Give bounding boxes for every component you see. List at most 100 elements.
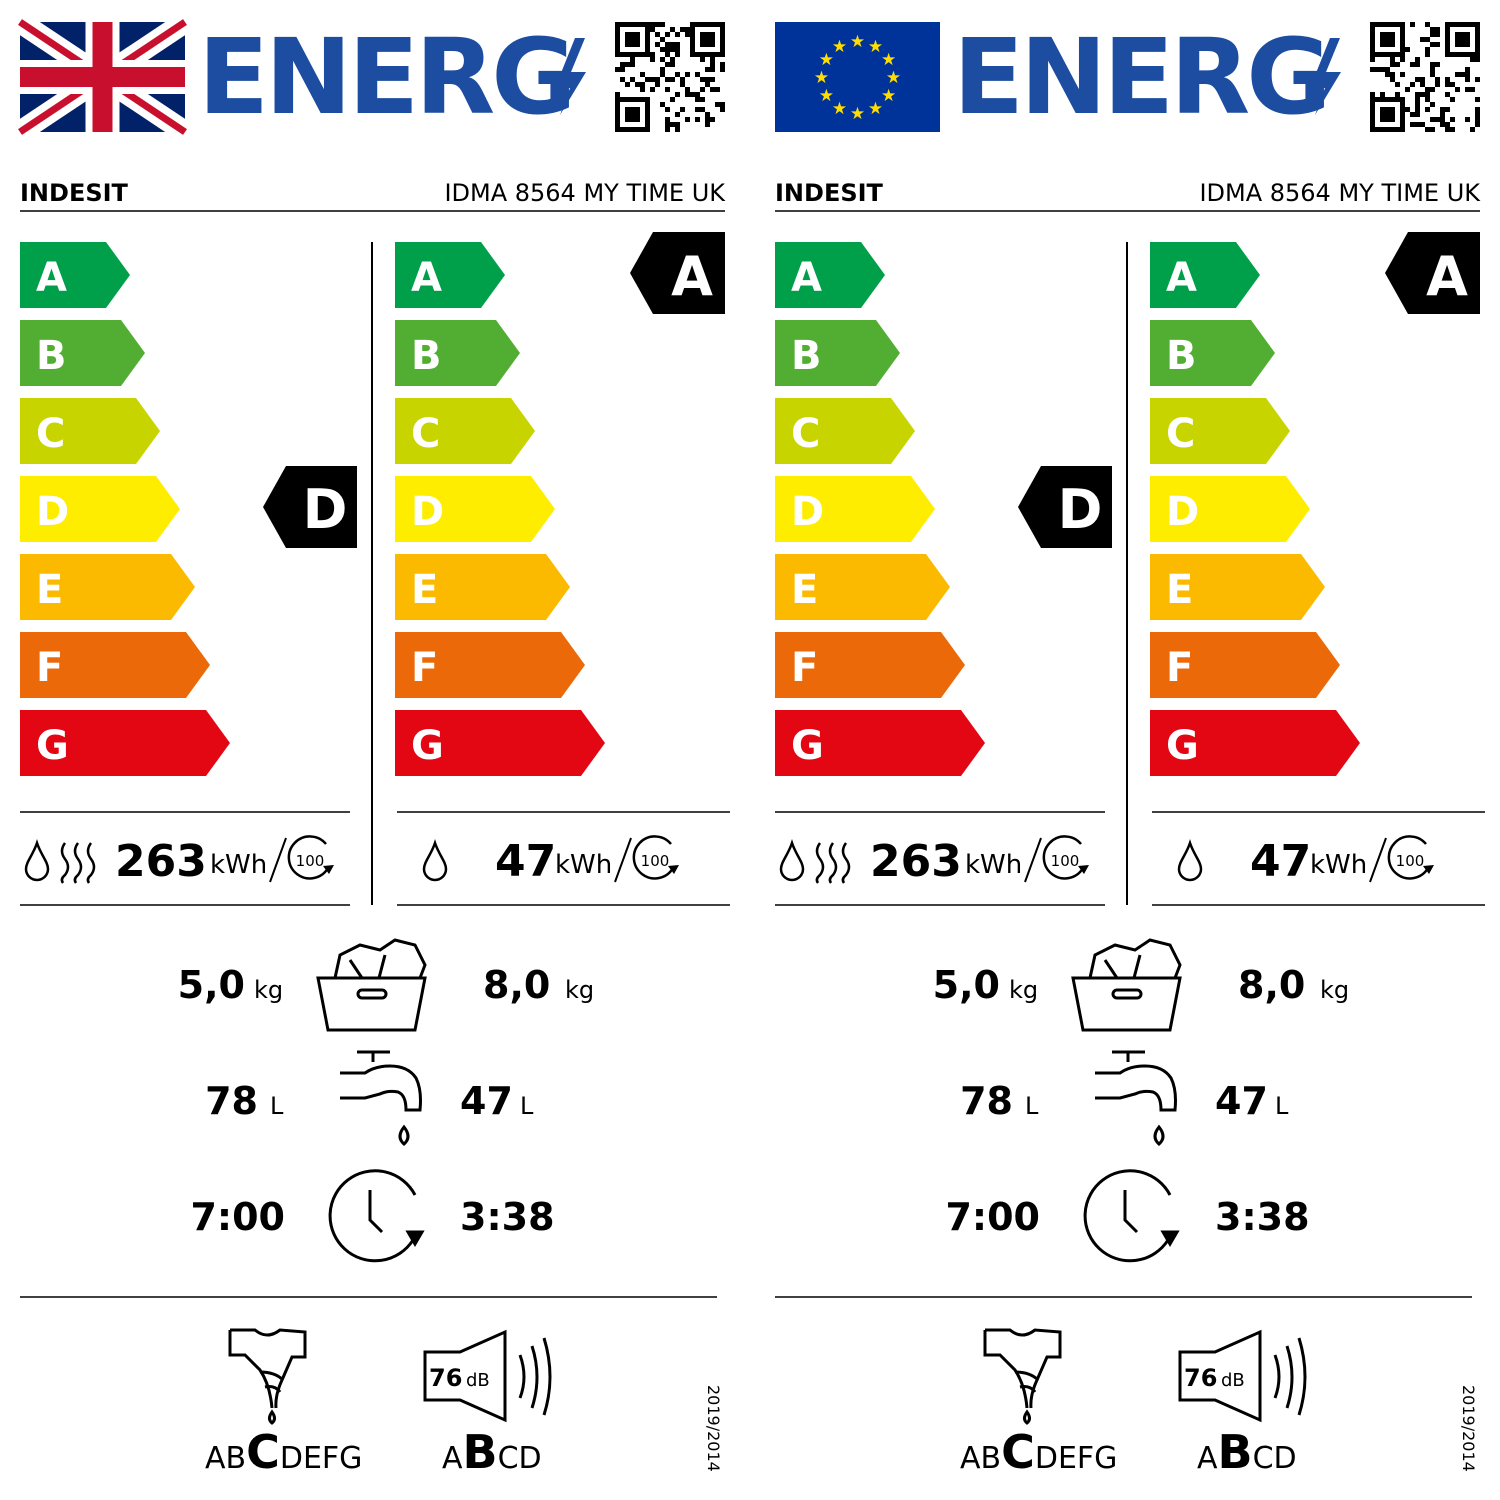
noise-unit: dB xyxy=(1221,1370,1245,1391)
capacity-unit: kg xyxy=(565,976,594,1004)
class-bar-c xyxy=(775,398,915,464)
brand-name: INDESIT xyxy=(20,179,129,207)
wash-scale: ABCDEFG xyxy=(395,242,605,776)
spin-class-scale: ABCDEFG xyxy=(960,1425,1117,1479)
spin-class-scale: ABCDEFG xyxy=(205,1425,362,1479)
noise-unit: dB xyxy=(466,1370,490,1391)
capacity-wash-dry: 5,0 xyxy=(933,963,1000,1007)
wash-class-indicator xyxy=(630,232,725,314)
eu-star-icon: ★ xyxy=(868,99,883,119)
class-bar-b xyxy=(395,320,520,386)
class-letter: G xyxy=(791,723,824,769)
class-bar-f xyxy=(20,632,210,698)
class-letter: C xyxy=(36,411,65,457)
class-bar-g xyxy=(20,710,230,776)
eu-flag-icon: ★ ★★★★★★★★★★★ xyxy=(775,22,940,132)
duration-wash: 3:38 xyxy=(460,1195,555,1239)
drying-heat-icon xyxy=(60,842,96,884)
noise-value: 76 xyxy=(1184,1364,1217,1392)
wash-dry-class-indicator xyxy=(263,466,357,548)
noise-speaker-icon xyxy=(423,1329,552,1423)
spin-drying-shirt-icon xyxy=(983,1328,1062,1425)
class-letter: A xyxy=(791,255,822,301)
slash xyxy=(1024,837,1042,883)
duration-wash-dry: 7:00 xyxy=(945,1195,1040,1239)
clock-icon xyxy=(1083,1169,1180,1263)
energy-unit: kWh xyxy=(210,850,267,880)
cycles-100-icon: 100 xyxy=(632,835,679,880)
energy-unit: kWh xyxy=(1310,850,1367,880)
class-letter: G xyxy=(1166,723,1199,769)
qr-code-icon xyxy=(615,22,725,132)
wash-class-indicator xyxy=(1385,232,1480,314)
class-letter: B xyxy=(36,333,67,379)
drying-heat-icon xyxy=(815,842,851,884)
eu-star-icon: ★ xyxy=(886,68,901,88)
water-unit: L xyxy=(270,1092,284,1120)
capacity-unit: kg xyxy=(1009,976,1038,1004)
cycles-100-icon: 100 xyxy=(1042,835,1089,880)
brand-name: INDESIT xyxy=(775,179,884,207)
laundry-basket-icon xyxy=(316,938,427,1032)
class-letter: F xyxy=(791,645,818,691)
capacity-unit: kg xyxy=(1320,976,1349,1004)
water-drop-icon xyxy=(422,839,448,882)
eu-star-icon: ★ xyxy=(819,86,834,106)
capacity-wash-dry: 5,0 xyxy=(178,963,245,1007)
water-tap-icon xyxy=(1095,1050,1177,1146)
class-bar-e xyxy=(1150,554,1325,620)
class-bar-a xyxy=(20,242,130,308)
class-letter: F xyxy=(1166,645,1193,691)
energy-logo-text: ENERG xyxy=(198,16,573,138)
energy-value: 263 xyxy=(115,836,207,887)
wash-dry-scale: ABCDEFG xyxy=(775,242,985,776)
spin-drying-shirt-icon xyxy=(228,1328,307,1425)
class-bar-b xyxy=(20,320,145,386)
water-drop-icon xyxy=(24,839,50,882)
class-bar-d xyxy=(775,476,935,542)
class-letter: G xyxy=(411,723,444,769)
class-letter: E xyxy=(791,567,818,613)
svg-text:100: 100 xyxy=(296,852,325,870)
energy-value: 47 xyxy=(495,836,556,887)
cycles-100-icon: 100 xyxy=(1387,835,1434,880)
water-unit: L xyxy=(1025,1092,1039,1120)
eu-star-icon: ★ xyxy=(819,50,834,70)
svg-text:100: 100 xyxy=(641,852,670,870)
clock-icon xyxy=(328,1169,425,1263)
lightning-icon xyxy=(1310,38,1341,115)
noise-speaker-icon xyxy=(1178,1329,1307,1423)
wash-dry-class: D xyxy=(1058,478,1103,541)
noise-value: 76 xyxy=(429,1364,462,1392)
wash-dry-scale: ABCDEFG xyxy=(20,242,230,776)
class-letter: E xyxy=(1166,567,1193,613)
class-bar-e xyxy=(395,554,570,620)
eu-star-icon: ★ xyxy=(868,37,883,57)
class-letter: D xyxy=(1166,489,1199,535)
class-bar-c xyxy=(20,398,160,464)
class-letter: B xyxy=(411,333,442,379)
class-bar-a xyxy=(1150,242,1260,308)
water-wash: 47 xyxy=(1215,1079,1268,1123)
model-name: IDMA 8564 MY TIME UK xyxy=(444,179,726,207)
class-bar-b xyxy=(1150,320,1275,386)
class-letter: A xyxy=(411,255,442,301)
water-wash-dry: 78 xyxy=(205,1079,258,1123)
regulation-number: 2019/2014 xyxy=(1459,1385,1478,1472)
uk-flag-icon xyxy=(13,12,192,142)
class-bar-a xyxy=(775,242,885,308)
capacity-unit: kg xyxy=(254,976,283,1004)
class-bar-a xyxy=(395,242,505,308)
energy-value: 263 xyxy=(870,836,962,887)
class-letter: F xyxy=(411,645,438,691)
class-letter: A xyxy=(36,255,67,301)
energy-unit: kWh xyxy=(965,850,1022,880)
class-bar-e xyxy=(20,554,195,620)
class-bar-b xyxy=(775,320,900,386)
eu-star-icon: ★ xyxy=(881,50,896,70)
class-bar-c xyxy=(1150,398,1290,464)
class-bar-f xyxy=(775,632,965,698)
class-letter: C xyxy=(411,411,440,457)
